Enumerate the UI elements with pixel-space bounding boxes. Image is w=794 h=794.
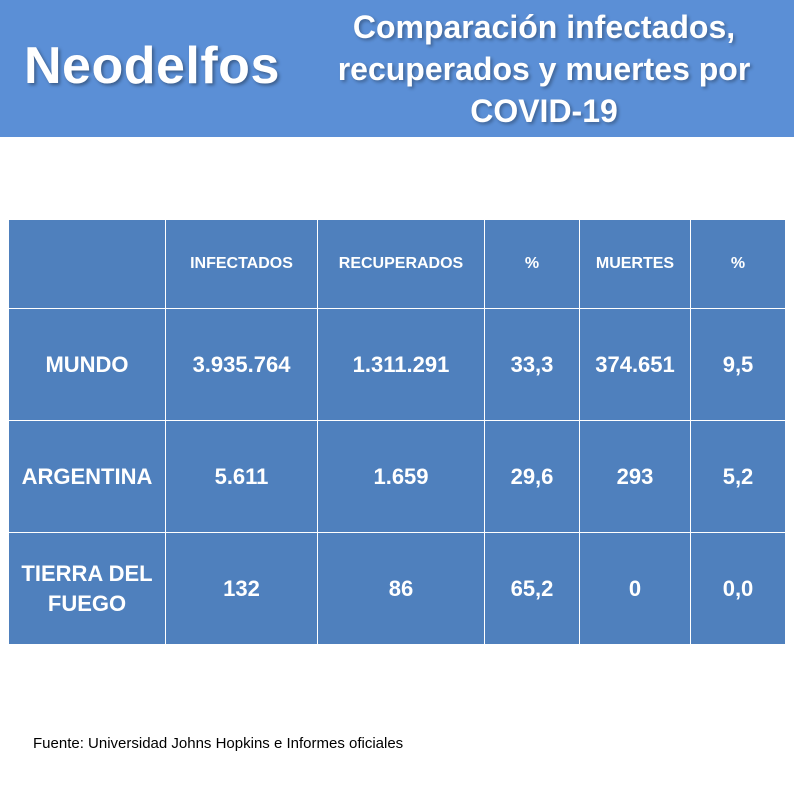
cell-percent-deaths: 0,0 bbox=[690, 532, 786, 645]
header-cell-recuperados: RECUPERADOS bbox=[317, 219, 485, 309]
title-line-2: recuperados y muertes por bbox=[337, 51, 751, 87]
cell-recuperados: 86 bbox=[317, 532, 485, 645]
source-note: Fuente: Universidad Johns Hopkins e Info… bbox=[33, 735, 404, 752]
header-cell-muertes: MUERTES bbox=[579, 219, 691, 309]
row-label: TIERRA DEL FUEGO bbox=[8, 532, 166, 645]
page-title: Comparación infectados, recuperados y mu… bbox=[316, 6, 772, 132]
cell-muertes: 293 bbox=[579, 420, 691, 533]
header-banner: Neodelfos Comparación infectados, recupe… bbox=[0, 0, 794, 137]
row-label: ARGENTINA bbox=[8, 420, 166, 533]
cell-infectados: 3.935.764 bbox=[165, 308, 318, 421]
table-row: MUNDO 3.935.764 1.311.291 33,3 374.651 9… bbox=[8, 308, 786, 421]
table-row: TIERRA DEL FUEGO 132 86 65,2 0 0,0 bbox=[8, 532, 786, 645]
header-cell-corner bbox=[8, 219, 166, 309]
header-cell-infectados: INFECTADOS bbox=[165, 219, 318, 309]
cell-percent-recovered: 29,6 bbox=[484, 420, 580, 533]
covid-comparison-table: INFECTADOS RECUPERADOS % MUERTES % MUNDO… bbox=[8, 219, 786, 645]
cell-recuperados: 1.311.291 bbox=[317, 308, 485, 421]
table-header-row: INFECTADOS RECUPERADOS % MUERTES % bbox=[8, 219, 786, 309]
row-label: MUNDO bbox=[8, 308, 166, 421]
title-line-1: Comparación infectados, bbox=[352, 9, 736, 45]
cell-recuperados: 1.659 bbox=[317, 420, 485, 533]
cell-infectados: 5.611 bbox=[165, 420, 318, 533]
cell-percent-recovered: 33,3 bbox=[484, 308, 580, 421]
title-line-3: COVID-19 bbox=[470, 93, 618, 129]
cell-percent-recovered: 65,2 bbox=[484, 532, 580, 645]
cell-infectados: 132 bbox=[165, 532, 318, 645]
cell-percent-deaths: 5,2 bbox=[690, 420, 786, 533]
table-row: ARGENTINA 5.611 1.659 29,6 293 5,2 bbox=[8, 420, 786, 533]
header-cell-percent-deaths: % bbox=[690, 219, 786, 309]
cell-muertes: 0 bbox=[579, 532, 691, 645]
cell-muertes: 374.651 bbox=[579, 308, 691, 421]
cell-percent-deaths: 9,5 bbox=[690, 308, 786, 421]
brand-name: Neodelfos bbox=[24, 37, 280, 95]
header-cell-percent-recovered: % bbox=[484, 219, 580, 309]
